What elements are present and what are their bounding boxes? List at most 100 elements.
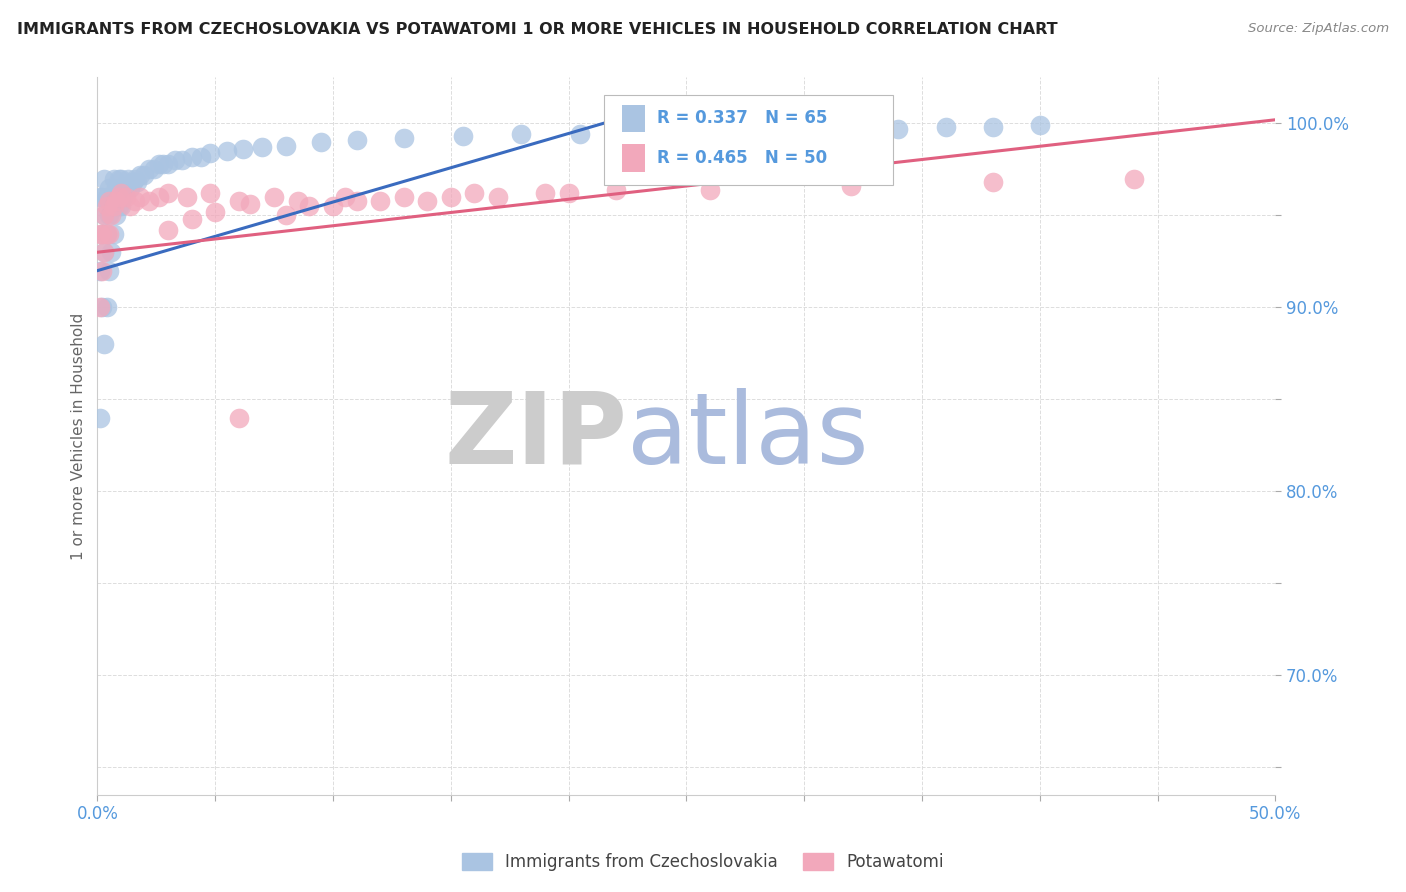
Point — [120, 181, 142, 195]
Point — [138, 162, 160, 177]
Point — [124, 194, 146, 208]
Point — [190, 150, 212, 164]
Point — [322, 199, 344, 213]
Point — [103, 190, 125, 204]
Point — [157, 186, 180, 201]
Point — [93, 245, 115, 260]
Point — [91, 190, 114, 204]
Point — [180, 212, 202, 227]
Point — [127, 175, 149, 189]
Point — [887, 122, 910, 136]
Text: R = 0.465   N = 50: R = 0.465 N = 50 — [657, 149, 827, 167]
Legend: Immigrants from Czechoslovakia, Potawatomi: Immigrants from Czechoslovakia, Potawato… — [454, 845, 952, 880]
Point — [100, 190, 122, 204]
Point — [215, 144, 238, 158]
Point — [368, 194, 391, 208]
Point — [96, 199, 118, 213]
Point — [148, 190, 170, 204]
Point — [569, 128, 592, 142]
Point — [128, 168, 150, 182]
Point — [200, 186, 222, 201]
Point — [100, 209, 122, 223]
Point — [793, 124, 815, 138]
Point — [309, 135, 332, 149]
Point — [110, 199, 132, 213]
Point — [89, 301, 111, 315]
Point — [451, 129, 474, 144]
Text: ZIP: ZIP — [444, 388, 627, 484]
Point — [346, 133, 368, 147]
Point — [152, 157, 174, 171]
Point — [463, 186, 485, 201]
Point — [839, 122, 862, 136]
Point — [1123, 171, 1146, 186]
Point — [1029, 118, 1052, 132]
Point — [124, 171, 146, 186]
Point — [298, 199, 321, 213]
Point — [98, 209, 121, 223]
Point — [107, 199, 129, 213]
Point — [93, 209, 115, 223]
Point — [204, 204, 226, 219]
Point — [107, 171, 129, 186]
Point — [287, 194, 309, 208]
Point — [172, 153, 194, 168]
Point — [98, 181, 121, 195]
Point — [392, 131, 415, 145]
Point — [91, 263, 114, 277]
Point — [981, 175, 1004, 189]
Point — [688, 126, 710, 140]
Point — [274, 209, 297, 223]
FancyBboxPatch shape — [605, 95, 893, 185]
Point — [392, 190, 415, 204]
Point — [98, 227, 121, 241]
Point — [252, 140, 274, 154]
Point — [148, 157, 170, 171]
Text: IMMIGRANTS FROM CZECHOSLOVAKIA VS POTAWATOMI 1 OR MORE VEHICLES IN HOUSEHOLD COR: IMMIGRANTS FROM CZECHOSLOVAKIA VS POTAWA… — [17, 22, 1057, 37]
Point — [333, 190, 356, 204]
Point — [138, 194, 160, 208]
Point — [89, 263, 111, 277]
Point — [232, 142, 254, 156]
Point — [103, 171, 125, 186]
Point — [98, 263, 121, 277]
Point — [981, 120, 1004, 135]
Point — [110, 171, 132, 186]
Point — [128, 190, 150, 204]
Point — [117, 171, 139, 186]
Point — [120, 199, 142, 213]
Point — [98, 194, 121, 208]
Point — [114, 190, 136, 204]
Point — [935, 120, 957, 135]
Point — [416, 194, 439, 208]
Point — [142, 162, 165, 177]
Point — [105, 194, 128, 208]
Point — [839, 179, 862, 194]
Point — [93, 209, 115, 223]
Point — [89, 190, 111, 204]
Bar — [621, 104, 645, 132]
Point — [440, 190, 463, 204]
Point — [121, 175, 143, 189]
Point — [346, 194, 368, 208]
Point — [510, 128, 533, 142]
Point — [96, 227, 118, 241]
Point — [105, 181, 128, 195]
Text: R = 0.337   N = 65: R = 0.337 N = 65 — [657, 110, 827, 128]
Point — [100, 245, 122, 260]
Point — [91, 301, 114, 315]
Point — [157, 157, 180, 171]
Point — [274, 138, 297, 153]
Point — [89, 227, 111, 241]
Point — [89, 410, 111, 425]
Point — [93, 245, 115, 260]
Point — [228, 194, 250, 208]
Point — [93, 337, 115, 351]
Point — [239, 197, 262, 211]
Point — [200, 145, 222, 160]
Point — [112, 190, 135, 204]
Point — [91, 227, 114, 241]
Point — [107, 190, 129, 204]
Point — [263, 190, 285, 204]
Point — [176, 190, 198, 204]
